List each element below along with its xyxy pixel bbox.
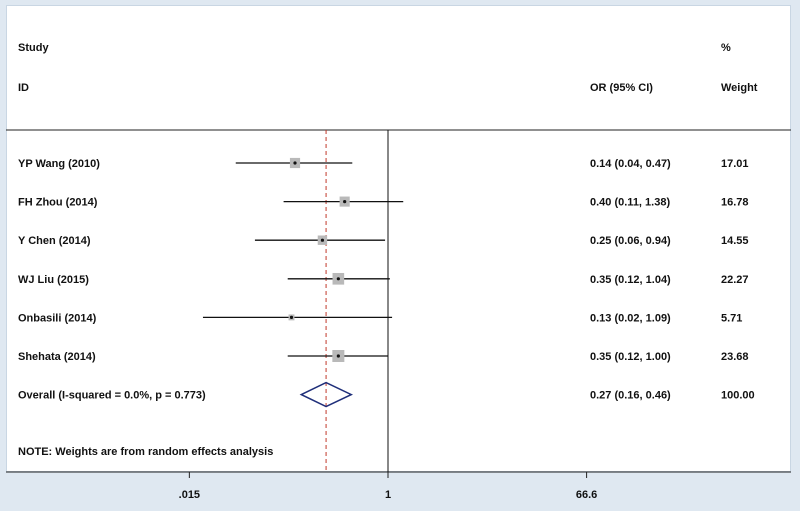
study-name: YP Wang (2010) [18,158,100,170]
study-or-ci: 0.25 (0.06, 0.94) [590,235,671,247]
study-weight: 5.71 [721,312,742,324]
study-name: FH Zhou (2014) [18,197,98,209]
point-estimate [336,277,340,281]
study-or-ci: 0.14 (0.04, 0.47) [590,158,671,170]
overall-label: Overall (I-squared = 0.0%, p = 0.773) [18,390,206,402]
weights-note: NOTE: Weights are from random effects an… [18,446,274,458]
point-estimate [343,200,347,204]
study-weight: 22.27 [721,274,749,286]
study-name: Shehata (2014) [18,351,96,363]
overall-or-ci: 0.27 (0.16, 0.46) [590,390,671,402]
study-weight: 14.55 [721,235,749,247]
study-or-ci: 0.35 (0.12, 1.00) [590,351,671,363]
forest-plot-panel [6,5,791,472]
study-weight: 17.01 [721,158,749,170]
study-name: Onbasili (2014) [18,312,97,324]
point-estimate [293,161,297,165]
point-estimate [289,315,294,319]
x-tick-label: .015 [179,489,200,501]
study-weight: 16.78 [721,197,749,209]
study-name: WJ Liu (2015) [18,274,89,286]
x-tick-label: 1 [385,489,391,501]
study-header: Study [18,42,49,54]
study-weight: 23.68 [721,351,749,363]
study-or-ci: 0.13 (0.02, 1.09) [590,312,671,324]
overall-diamond [299,381,354,408]
study-or-ci: 0.40 (0.11, 1.38) [590,197,670,209]
study-or-ci: 0.35 (0.12, 1.04) [590,274,671,286]
id-header: ID [18,82,29,94]
study-name: Y Chen (2014) [18,235,91,247]
percent-header: % [721,42,731,54]
point-estimate [320,238,325,242]
point-estimate [336,354,340,358]
x-tick-label: 66.6 [576,489,597,501]
or-ci-header: OR (95% CI) [590,82,653,94]
weight-header: Weight [721,82,758,94]
overall-weight: 100.00 [721,390,755,402]
